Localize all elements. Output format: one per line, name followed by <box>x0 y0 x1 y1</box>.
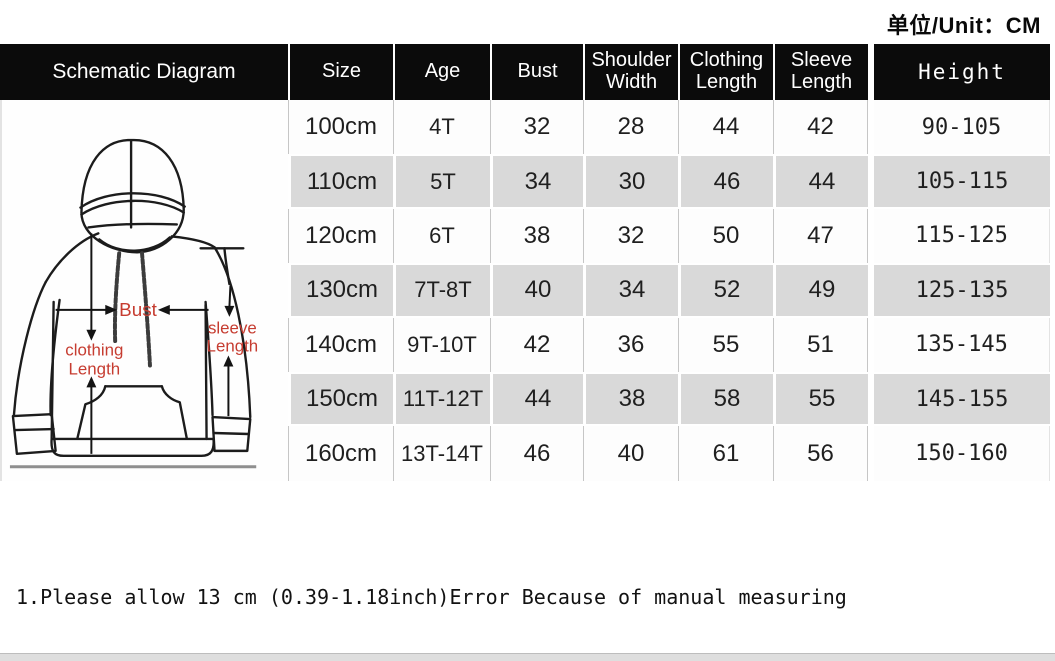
sleeve-length-label-line2: Length <box>207 337 259 356</box>
hood-band-bottom <box>80 199 185 216</box>
sleeve-length-label-line1: sleeve <box>208 319 257 338</box>
sleeve-length-line-top <box>228 285 232 307</box>
header-sleeve-length: Sleeve Length <box>773 44 868 100</box>
cell-height-row-1: 90-105 <box>874 100 1050 155</box>
clothing-arrowhead-down <box>86 329 97 341</box>
cell-shoulder-width-row-7: 40 <box>583 426 678 481</box>
header-shoulder-width: Shoulder Width <box>583 44 678 100</box>
bust-arrowhead-right <box>157 304 170 315</box>
sleeve-measure-tstem <box>223 247 231 286</box>
sleeve-arrowhead-down <box>224 305 235 317</box>
cell-clothing-length-row-4: 52 <box>678 263 773 318</box>
cell-bust-row-4: 40 <box>490 263 583 318</box>
cell-height-row-5: 135-145 <box>874 317 1050 372</box>
cell-sleeve-length-row-4: 49 <box>773 263 868 318</box>
cell-shoulder-width-row-2: 30 <box>583 154 678 209</box>
cell-size-row-4: 130cm <box>288 263 393 318</box>
right-cuff <box>211 415 252 453</box>
right-cuff-line <box>212 431 250 436</box>
cell-size-row-5: 140cm <box>288 317 393 372</box>
cell-clothing-length-row-1: 44 <box>678 100 773 155</box>
clothing-length-label-line2: Length <box>69 359 121 378</box>
cell-sleeve-length-row-7: 56 <box>773 426 868 481</box>
cell-age-row-2: 5T <box>393 154 490 209</box>
header-height: Height <box>874 44 1050 100</box>
cell-age-row-1: 4T <box>393 100 490 155</box>
notes: 1.Please allow 13 cm (0.39-1.18inch)Erro… <box>16 492 1036 661</box>
cell-bust-row-3: 38 <box>490 208 583 264</box>
cell-bust-row-1: 32 <box>490 100 583 155</box>
cell-age-row-5: 9T-10T <box>393 317 490 372</box>
bust-label: Bust <box>119 299 157 320</box>
cell-height-row-4: 125-135 <box>874 263 1050 318</box>
cell-bust-row-7: 46 <box>490 426 583 481</box>
cell-age-row-7: 13T-14T <box>393 426 490 481</box>
drawstring-left <box>112 251 122 345</box>
cell-sleeve-length-row-3: 47 <box>773 208 868 264</box>
cell-bust-row-5: 42 <box>490 317 583 372</box>
hem-band <box>50 437 215 458</box>
cell-clothing-length-row-5: 55 <box>678 317 773 372</box>
left-cuff <box>11 412 57 456</box>
cell-size-row-2: 110cm <box>288 154 393 209</box>
cell-clothing-length-row-3: 50 <box>678 208 773 264</box>
cell-shoulder-width-row-6: 38 <box>583 371 678 427</box>
left-shoulder <box>44 232 100 284</box>
cell-sleeve-length-row-1: 42 <box>773 100 868 155</box>
hood-band-top <box>79 192 186 209</box>
cell-bust-row-6: 44 <box>490 371 583 427</box>
cell-size-row-6: 150cm <box>288 371 393 427</box>
clothing-arrowhead-up <box>86 376 97 388</box>
cell-age-row-6: 11T-12T <box>393 371 490 427</box>
hood-chin-seam <box>98 236 172 252</box>
cell-size-row-7: 160cm <box>288 426 393 481</box>
cell-age-row-3: 6T <box>393 208 490 264</box>
cell-size-row-1: 100cm <box>288 100 393 155</box>
left-cuff-line <box>13 427 55 432</box>
pocket-right <box>160 385 188 440</box>
hood-cross-bar <box>87 222 178 229</box>
drawstring-right <box>140 251 152 368</box>
hoodie-schematic-drawing: Bust clothing Length sleeve Length <box>9 138 259 469</box>
cell-clothing-length-row-2: 46 <box>678 154 773 209</box>
cell-bust-row-2: 34 <box>490 154 583 209</box>
cell-shoulder-width-row-4: 34 <box>583 263 678 318</box>
cell-height-row-7: 150-160 <box>874 426 1050 481</box>
pocket-left <box>76 385 107 440</box>
header-size: Size <box>288 44 393 100</box>
torso-right <box>204 303 208 441</box>
cell-clothing-length-row-7: 61 <box>678 426 773 481</box>
header-gap <box>868 44 874 100</box>
header-clothing-length: Clothing Length <box>678 44 773 100</box>
sleeve-arrowhead-up <box>223 355 234 367</box>
right-shoulder <box>170 235 216 249</box>
header-schematic-diagram: Schematic Diagram <box>0 44 288 100</box>
right-sleeve-outer <box>213 246 252 419</box>
cell-shoulder-width-row-1: 28 <box>583 100 678 155</box>
note-line-1: 1.Please allow 13 cm (0.39-1.18inch)Erro… <box>16 585 847 609</box>
cell-shoulder-width-row-3: 32 <box>583 208 678 264</box>
cell-height-row-6: 145-155 <box>874 371 1050 427</box>
hood-outline <box>80 138 185 254</box>
cell-height-row-3: 115-125 <box>874 208 1050 264</box>
left-sleeve-outer <box>12 280 47 417</box>
cell-age-row-4: 7T-8T <box>393 263 490 318</box>
schematic-diagram-cell: Bust clothing Length sleeve Length <box>0 100 288 481</box>
bust-arrowhead-left <box>105 304 118 315</box>
cell-sleeve-length-row-2: 44 <box>773 154 868 209</box>
unit-label: 单位/Unit：CM <box>886 13 1041 38</box>
header-age: Age <box>393 44 490 100</box>
cell-clothing-length-row-6: 58 <box>678 371 773 427</box>
clothing-length-label-line1: clothing <box>65 341 123 360</box>
cell-shoulder-width-row-5: 36 <box>583 317 678 372</box>
cell-height-row-2: 105-115 <box>874 154 1050 209</box>
cell-sleeve-length-row-6: 55 <box>773 371 868 427</box>
cell-sleeve-length-row-5: 51 <box>773 317 868 372</box>
size-table: Schematic Diagram Size Age Bust Shoulder… <box>0 44 1050 481</box>
cell-size-row-3: 120cm <box>288 208 393 264</box>
header-bust: Bust <box>490 44 583 100</box>
bottom-divider <box>0 653 1055 661</box>
